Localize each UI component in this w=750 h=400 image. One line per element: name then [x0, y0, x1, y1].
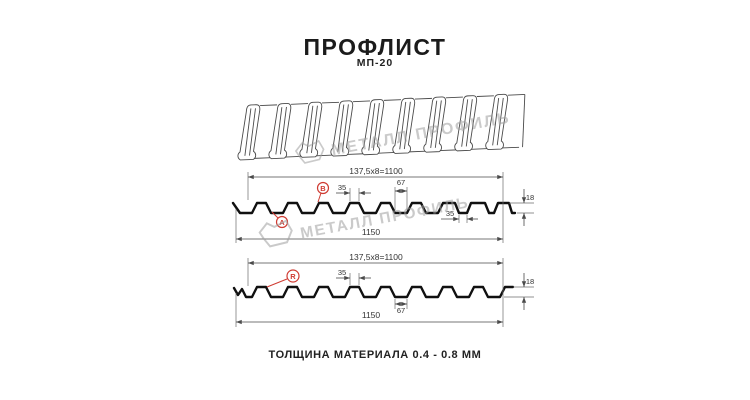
profile-ab: [231, 201, 517, 215]
dim-height: 18: [526, 193, 534, 202]
side-r-marker: [286, 269, 300, 283]
material-thickness-note: ТОЛЩИНА МАТЕРИАЛА 0.4 - 0.8 ММ: [268, 349, 482, 361]
dim-overall-width: 1150: [362, 227, 381, 237]
side-r-label: R: [290, 272, 296, 281]
page-subtitle: МП-20: [356, 57, 394, 69]
dim-overall-width: 1150: [362, 310, 381, 320]
side-b-marker: [316, 181, 330, 195]
section-ab: 137,5x8=1100 1150 35 67 35: [231, 166, 534, 243]
dim-working-width: 137,5x8=1100: [349, 166, 403, 176]
section-r: 137,5x8=1100 1150 35 67 18: [232, 252, 534, 327]
side-a-label: A: [279, 218, 285, 227]
page-title: ПРОФЛИСТ: [303, 34, 447, 60]
dim-working-width: 137,5x8=1100: [349, 252, 403, 262]
profile-r: [232, 285, 515, 299]
side-b-label: B: [320, 184, 326, 193]
dim-height: 18: [526, 277, 534, 286]
dim-edge-groove: 35: [446, 209, 454, 218]
dim-crest-width: 35: [338, 183, 346, 192]
dim-crest-width: 35: [338, 268, 346, 277]
dim-valley-width: 67: [397, 306, 405, 315]
sheet-3d-view: [235, 93, 528, 161]
dim-valley-width: 67: [397, 178, 405, 187]
